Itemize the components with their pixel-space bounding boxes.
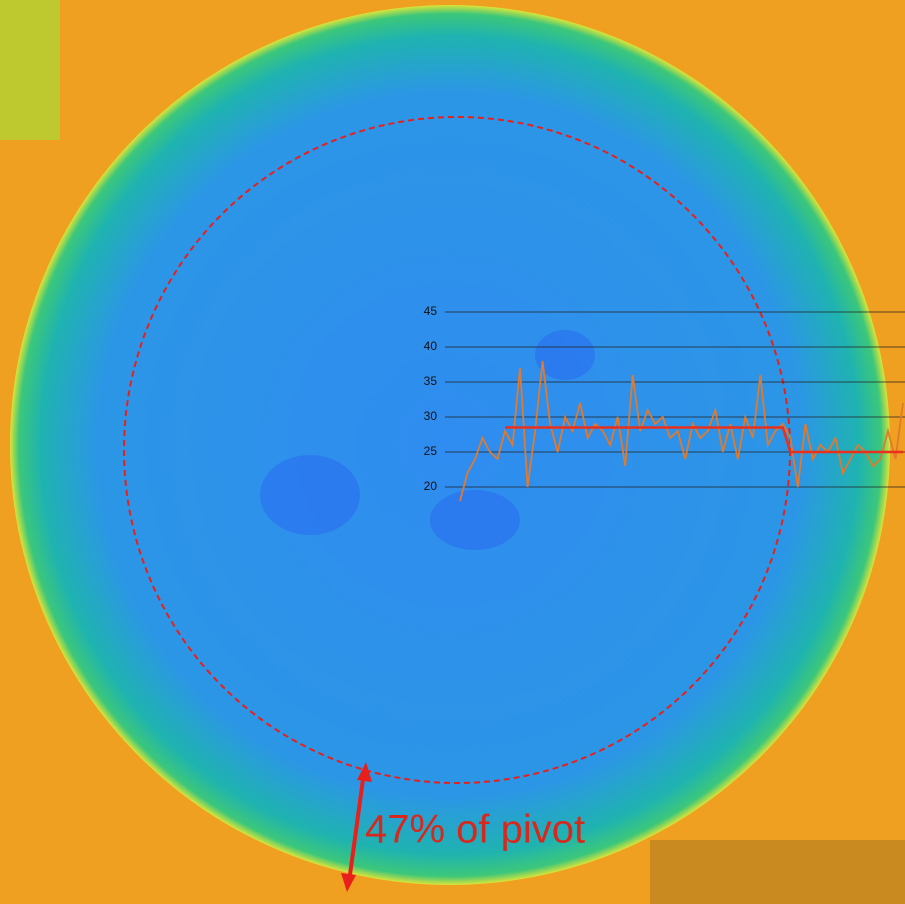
y-tick-label: 35 bbox=[424, 374, 438, 388]
y-tick-label: 25 bbox=[424, 444, 438, 458]
y-tick-label: 45 bbox=[424, 304, 438, 318]
low-zone bbox=[260, 455, 360, 535]
background-patch bbox=[0, 0, 60, 140]
y-tick-label: 40 bbox=[424, 339, 438, 353]
pivot-field bbox=[10, 5, 890, 885]
background-patch bbox=[650, 840, 905, 904]
pivot-map: 20 25 30 35 40 45 47% of pivot bbox=[0, 0, 905, 904]
y-tick-label: 30 bbox=[424, 409, 438, 423]
y-tick-label: 20 bbox=[424, 479, 438, 493]
low-zone bbox=[430, 490, 520, 550]
annotation: 47% of pivot bbox=[365, 808, 585, 852]
